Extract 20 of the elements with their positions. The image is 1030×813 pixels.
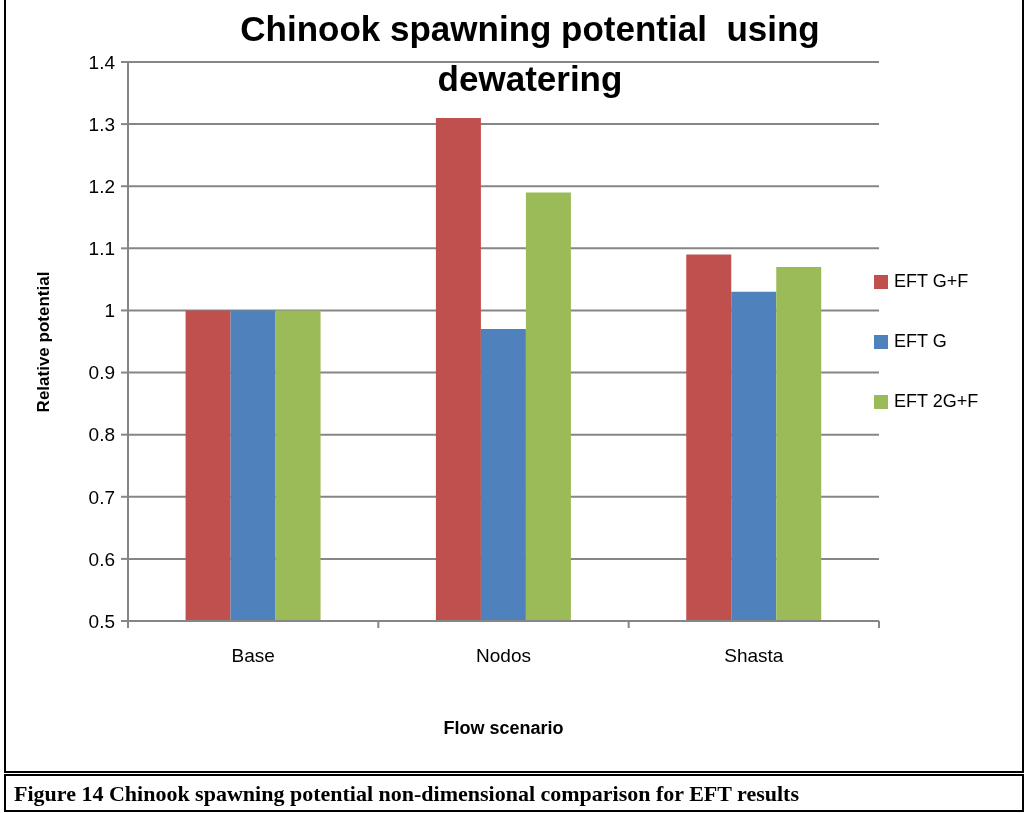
y-tick-label: 0.6 [88,548,115,570]
legend-label: EFT G+F [894,271,969,292]
y-tick-label: 0.7 [88,486,115,508]
y-tick-label: 0.9 [88,362,115,384]
legend-label: EFT G [894,331,947,352]
y-tick-label: 1.1 [88,238,115,260]
chart-title: Chinook spawning potential using dewatering [239,8,821,100]
x-tick-label: Shasta [724,645,784,666]
y-tick-label: 1.3 [88,113,115,135]
y-tick-label: 1.4 [88,51,116,73]
y-axis-title: Relative potential [33,270,54,414]
y-tick-label: 0.5 [88,610,115,632]
y-tick-label: 1.2 [88,175,115,197]
y-tick-label: 0.8 [88,424,115,446]
x-tick-label: Nodos [476,645,531,666]
x-tick-label: Base [231,645,275,666]
legend-label: EFT 2G+F [894,391,979,412]
x-axis-title: Flow scenario [442,717,565,740]
y-tick-label: 1 [104,300,115,322]
caption: Figure 14 Chinook spawning potential non-dimensional comparison for EFT results [14,780,800,808]
